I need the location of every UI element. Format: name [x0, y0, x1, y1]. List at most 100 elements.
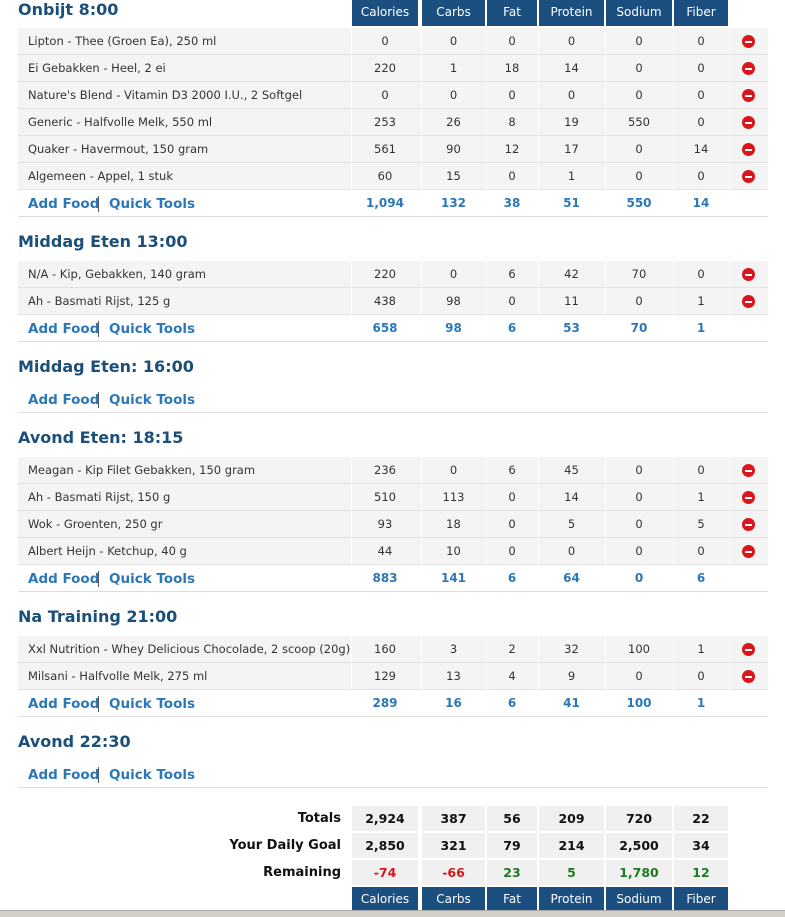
nutrient-value: 1 — [449, 61, 458, 75]
nutrient-value: 220 — [374, 267, 396, 281]
food-row — [18, 136, 768, 163]
cell-divider — [673, 538, 674, 565]
cell-divider — [351, 136, 352, 163]
food-name: Meagan - Kip Filet Gebakken, 150 gram — [28, 463, 256, 477]
delete-button[interactable] — [742, 143, 755, 156]
delete-button[interactable] — [742, 643, 755, 656]
cell-divider — [605, 109, 606, 136]
cell-divider — [421, 288, 422, 315]
cell-divider — [421, 511, 422, 538]
delete-button[interactable] — [742, 491, 755, 504]
nutrient-value: 45 — [564, 463, 579, 477]
nutrient-value: 129 — [374, 669, 396, 683]
nutrient-value: 14 — [564, 490, 579, 504]
nutrient-value: 26 — [446, 115, 461, 129]
separator — [98, 392, 99, 408]
quick-tools-link[interactable]: Quick Tools — [109, 696, 196, 712]
meal-title: Avond Eten: 18:15 — [18, 428, 184, 447]
cell-divider — [351, 288, 352, 315]
cell-divider — [351, 457, 352, 484]
food-row — [18, 484, 768, 511]
summary-value: 79 — [487, 833, 537, 859]
nutrient-value: 0 — [449, 267, 458, 281]
cell-divider — [605, 636, 606, 663]
separator — [98, 196, 99, 212]
quick-tools-link[interactable]: Quick Tools — [109, 392, 196, 408]
nutrient-value: 0 — [508, 294, 516, 308]
add-food-link[interactable]: Add Food — [28, 767, 100, 783]
food-name: Wok - Groenten, 250 gr — [28, 517, 163, 531]
food-name: Ei Gebakken - Heel, 2 ei — [28, 61, 166, 75]
nutrient-value: 253 — [374, 115, 396, 129]
nutrient-value: 14 — [693, 142, 709, 156]
meal-total: 1,094 — [366, 196, 404, 210]
cell-divider — [538, 261, 539, 288]
summary-value: 1,780 — [606, 860, 672, 886]
cell-divider — [351, 28, 352, 55]
nutrient-value: 70 — [631, 267, 647, 281]
add-food-link[interactable]: Add Food — [28, 571, 100, 587]
nutrient-value: 0 — [635, 142, 643, 156]
cell-divider — [538, 82, 539, 109]
cell-divider — [605, 261, 606, 288]
meal-total: 550 — [626, 196, 652, 210]
meal-total: 6 — [507, 571, 517, 585]
food-row — [18, 457, 768, 484]
cell-divider — [605, 511, 606, 538]
nutrient-value: 5 — [697, 517, 705, 531]
meal-total: 289 — [372, 696, 398, 710]
nutrient-value: 0 — [697, 267, 705, 281]
nutrient-value: 3 — [449, 642, 458, 656]
meal-total: 141 — [440, 571, 467, 585]
food-name: Generic - Halfvolle Melk, 550 ml — [28, 115, 213, 129]
delete-button[interactable] — [742, 295, 755, 308]
delete-button[interactable] — [742, 89, 755, 102]
meal-total: 658 — [372, 321, 398, 335]
quick-tools-link[interactable]: Quick Tools — [109, 571, 196, 587]
add-food-link[interactable]: Add Food — [28, 321, 100, 337]
cell-divider — [421, 82, 422, 109]
meal-total: 883 — [372, 571, 398, 585]
nutrient-value: 0 — [449, 463, 458, 477]
nutrient-value: 0 — [635, 61, 643, 75]
add-food-link[interactable]: Add Food — [28, 196, 100, 212]
delete-button[interactable] — [742, 518, 755, 531]
delete-button[interactable] — [742, 116, 755, 129]
nutrient-value: 1 — [697, 294, 705, 308]
quick-tools-link[interactable]: Quick Tools — [109, 196, 196, 212]
delete-button[interactable] — [742, 35, 755, 48]
cell-divider — [673, 288, 674, 315]
cell-divider — [351, 55, 352, 82]
food-row — [18, 663, 768, 690]
nutrient-value: 1 — [697, 642, 705, 656]
delete-button[interactable] — [742, 545, 755, 558]
quick-tools-link[interactable]: Quick Tools — [109, 767, 196, 783]
cell-divider — [538, 163, 539, 190]
nutrient-value: 10 — [446, 544, 461, 558]
add-food-link[interactable]: Add Food — [28, 392, 100, 408]
nutrient-value: 0 — [567, 34, 576, 48]
nutrient-value: 0 — [635, 490, 643, 504]
delete-button[interactable] — [742, 170, 755, 183]
nutrient-value: 60 — [377, 169, 393, 183]
cell-divider — [729, 457, 730, 484]
summary-value: 23 — [487, 860, 537, 886]
quick-tools-link[interactable]: Quick Tools — [109, 321, 196, 337]
delete-button[interactable] — [742, 62, 755, 75]
summary-value: -66 — [422, 860, 485, 886]
nutrient-value: 0 — [697, 61, 705, 75]
add-food-link[interactable]: Add Food — [28, 696, 100, 712]
cell-divider — [486, 163, 487, 190]
summary-value: 209 — [539, 806, 604, 832]
delete-button[interactable] — [742, 464, 755, 477]
meal-title: Middag Eten 13:00 — [18, 232, 188, 251]
delete-button[interactable] — [742, 268, 755, 281]
nutrient-value: 0 — [635, 88, 643, 102]
cell-divider — [351, 511, 352, 538]
cell-divider — [673, 457, 674, 484]
delete-button[interactable] — [742, 670, 755, 683]
summary-label: Totals — [297, 811, 341, 826]
food-row — [18, 288, 768, 315]
nutrient-value: 0 — [697, 544, 705, 558]
